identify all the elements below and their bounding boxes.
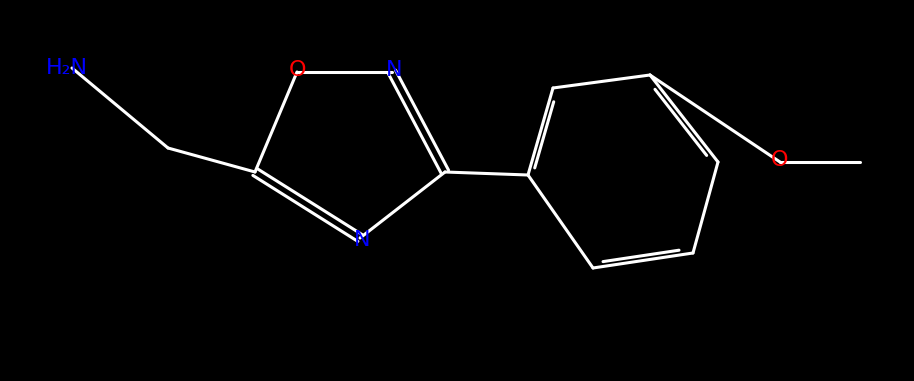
- Text: N: N: [386, 60, 402, 80]
- Text: O: O: [771, 150, 789, 170]
- Text: N: N: [354, 230, 370, 250]
- Text: O: O: [288, 60, 306, 80]
- Text: H₂N: H₂N: [46, 58, 88, 78]
